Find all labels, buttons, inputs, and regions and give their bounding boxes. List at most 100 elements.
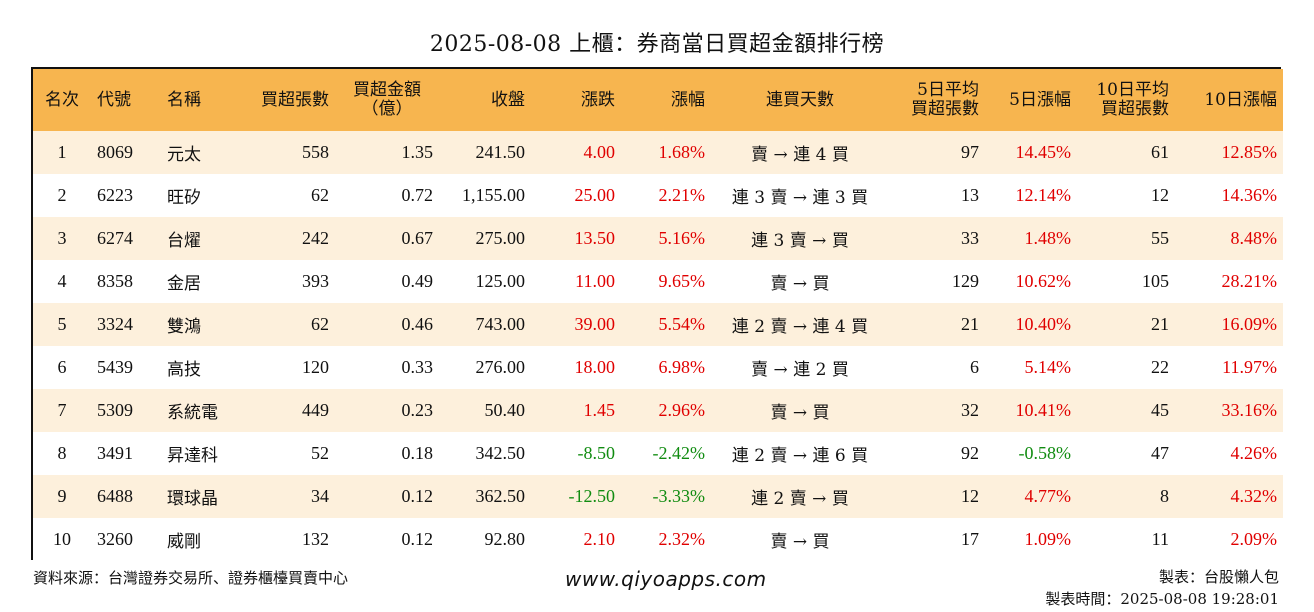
streak-cell: 連 2 賣 → 連 6 買: [731, 446, 869, 466]
pct10-cell: 8.48%: [1230, 228, 1278, 248]
streak-cell: 連 3 賣 → 買: [751, 231, 849, 251]
buy-amount-cell: 0.12: [401, 486, 434, 506]
header-change: 漲跌: [581, 89, 615, 110]
author-label: 製表：台股懶人包: [1158, 568, 1279, 586]
rank-cell: 3: [57, 228, 67, 248]
name-cell: 雙鴻: [167, 317, 201, 337]
table-row: 10 3260 威剛 132 0.12 92.80 2.10 2.32% 賣 → 買 17 1.09…: [33, 518, 1283, 561]
header-streak: 連買天數: [766, 89, 834, 110]
name-cell: 旺矽: [167, 188, 201, 208]
pct10-cell: 28.21%: [1221, 271, 1278, 291]
change-cell: 2.10: [583, 529, 616, 549]
code-cell: 3260: [97, 529, 133, 549]
buy-lots-cell: 62: [311, 185, 329, 205]
buy-lots-cell: 449: [302, 400, 329, 420]
buy-amount-cell: 0.18: [401, 443, 434, 463]
code-cell: 6488: [97, 486, 133, 506]
buy-amount-cell: 0.12: [401, 529, 434, 549]
streak-cell: 賣 → 連 2 買: [751, 360, 849, 380]
table-row: 6 5439 高技 120 0.33 276.00 18.00 6.98% 賣 → 連 2 買 6…: [33, 346, 1283, 389]
header-avg10-line1: 10日平均: [1096, 80, 1169, 100]
pct5-cell: 4.77%: [1024, 486, 1072, 506]
name-cell: 系統電: [167, 403, 218, 423]
streak-cell: 賣 → 連 4 買: [751, 145, 849, 165]
close-cell: 92.80: [484, 529, 526, 549]
change-cell: 18.00: [574, 357, 616, 377]
change-pct-cell: 2.96%: [658, 400, 706, 420]
data-source-note: 資料來源：台灣證券交易所、證券櫃檯買賣中心: [33, 569, 349, 587]
streak-cell: 賣 → 買: [770, 274, 830, 294]
pct5-cell: 10.62%: [1015, 271, 1072, 291]
avg5-cell: 13: [961, 185, 979, 205]
avg5-cell: 129: [952, 271, 979, 291]
header-pct5: 5日漲幅: [1009, 89, 1071, 110]
change-cell: 25.00: [574, 185, 616, 205]
table-row: 5 3324 雙鴻 62 0.46 743.00 39.00 5.54% 連 2 賣 → 連 4…: [33, 303, 1283, 346]
avg5-cell: 33: [961, 228, 979, 248]
header-change-pct: 漲幅: [671, 89, 705, 110]
change-pct-cell: 2.32%: [658, 529, 706, 549]
buy-lots-cell: 62: [311, 314, 329, 334]
pct10-cell: 4.32%: [1230, 486, 1278, 506]
page-title: 2025-08-08 上櫃：券商當日買超金額排行榜: [429, 32, 885, 57]
change-cell: -8.50: [577, 443, 616, 463]
name-cell: 昇達科: [167, 446, 218, 466]
table-body: 1 8069 元太 558 1.35 241.50 4.00 1.68% 賣 → 連 4 買 97…: [33, 131, 1283, 561]
code-cell: 3491: [97, 443, 133, 463]
pct5-cell: 14.45%: [1015, 142, 1072, 162]
code-cell: 8069: [97, 142, 133, 162]
buy-lots-cell: 132: [302, 529, 329, 549]
table-row: 8 3491 昇達科 52 0.18 342.50 -8.50 -2.42% 連 2 賣 → 連…: [33, 432, 1283, 475]
code-cell: 8358: [97, 271, 133, 291]
header-rank: 名次: [45, 89, 79, 110]
change-cell: 4.00: [583, 142, 616, 162]
buy-lots-cell: 393: [302, 271, 329, 291]
rank-cell: 8: [57, 443, 67, 463]
header-pct10: 10日漲幅: [1204, 89, 1277, 110]
avg5-cell: 92: [961, 443, 979, 463]
avg5-cell: 6: [970, 357, 979, 377]
streak-cell: 賣 → 買: [770, 403, 830, 423]
name-cell: 高技: [167, 360, 201, 380]
ranking-table: 名次 代號 名稱 買超張數 買超金額 （億） 收盤 漲跌 漲幅 連買天數 5日平…: [33, 69, 1283, 561]
rank-cell: 1: [57, 142, 67, 162]
pct5-cell: 1.48%: [1024, 228, 1072, 248]
name-cell: 威剛: [167, 532, 201, 552]
change-cell: -12.50: [568, 486, 616, 506]
avg10-cell: 55: [1151, 228, 1169, 248]
change-pct-cell: 5.54%: [658, 314, 706, 334]
avg5-cell: 21: [961, 314, 979, 334]
change-pct-cell: 1.68%: [658, 142, 706, 162]
streak-cell: 連 3 賣 → 連 3 買: [731, 188, 869, 208]
table-row: 7 5309 系統電 449 0.23 50.40 1.45 2.96% 賣 → 買 32 10.4…: [33, 389, 1283, 432]
table-row: 2 6223 旺矽 62 0.72 1,155.00 25.00 2.21% 連 3 賣 → 連…: [33, 174, 1283, 217]
change-pct-cell: 5.16%: [658, 228, 706, 248]
header-close: 收盤: [491, 89, 525, 110]
pct10-cell: 16.09%: [1221, 314, 1278, 334]
header-avg5-line2: 買超張數: [911, 99, 979, 119]
name-cell: 環球晶: [167, 489, 218, 509]
pct10-cell: 12.85%: [1221, 142, 1278, 162]
name-cell: 金居: [167, 274, 201, 294]
header-avg10: 10日平均 買超張數: [1077, 69, 1175, 131]
buy-lots-cell: 242: [302, 228, 329, 248]
avg10-cell: 8: [1160, 486, 1169, 506]
code-cell: 5439: [97, 357, 133, 377]
header-buy-amount-line2: （億）: [361, 99, 413, 119]
website-link[interactable]: www.qiyoapps.com: [565, 567, 767, 591]
close-cell: 50.40: [484, 400, 526, 420]
buy-lots-cell: 34: [311, 486, 329, 506]
table-row: 1 8069 元太 558 1.35 241.50 4.00 1.68% 賣 → 連 4 買 97…: [33, 131, 1283, 174]
change-cell: 1.45: [583, 400, 616, 420]
avg10-cell: 11: [1151, 529, 1169, 549]
author-info: 製表：台股懶人包 製表時間：2025-08-08 19:28:01: [1045, 566, 1279, 610]
avg10-cell: 105: [1142, 271, 1169, 291]
buy-lots-cell: 120: [302, 357, 329, 377]
rank-cell: 9: [57, 486, 67, 506]
avg5-cell: 12: [961, 486, 979, 506]
rank-cell: 10: [53, 529, 71, 549]
pct5-cell: -0.58%: [1018, 443, 1072, 463]
code-cell: 5309: [97, 400, 133, 420]
close-cell: 743.00: [475, 314, 526, 334]
close-cell: 342.50: [475, 443, 526, 463]
